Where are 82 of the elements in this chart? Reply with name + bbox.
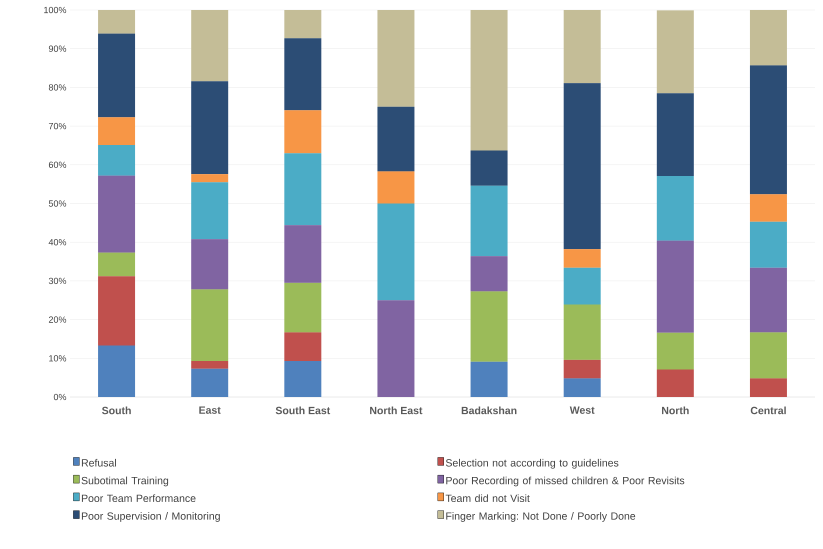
bar — [656, 370, 694, 397]
bar — [750, 65, 787, 194]
legend-label: Poor Supervision / Monitoring — [82, 512, 220, 522]
legend-label: Refusal — [82, 458, 116, 467]
y-tick-label: 100% — [44, 6, 66, 14]
y-tick-label: 70% — [48, 122, 66, 130]
bar — [656, 240, 694, 333]
bar — [470, 291, 508, 362]
bar — [564, 360, 601, 378]
bar — [284, 10, 322, 38]
y-tick-label: 20% — [48, 316, 66, 323]
bar — [191, 182, 228, 240]
x-tick-label: West — [570, 406, 595, 414]
y-tick-label: 80% — [48, 84, 66, 91]
x-tick-label: Badakshan — [462, 406, 516, 414]
bar — [191, 239, 228, 290]
bar — [750, 378, 787, 397]
bar — [750, 10, 787, 66]
bar — [564, 83, 601, 250]
bar — [656, 10, 694, 94]
bar — [470, 362, 508, 397]
bar — [191, 361, 228, 369]
bar — [564, 249, 601, 268]
bar — [750, 268, 787, 332]
bar — [191, 81, 228, 174]
bar — [284, 110, 322, 154]
bar — [377, 171, 414, 204]
legend-label: Selection not according to guidelines — [446, 458, 618, 469]
bar — [284, 282, 322, 332]
y-tick-label: 10% — [49, 355, 66, 362]
bar — [564, 304, 601, 360]
bar — [191, 10, 228, 82]
bar — [564, 378, 601, 397]
bar — [284, 361, 322, 397]
x-tick-label: Central — [750, 406, 786, 414]
bar — [98, 176, 136, 253]
legend-label: Poor Team Performance — [82, 494, 196, 502]
bar — [750, 332, 787, 378]
legend-label: Subotimal Training — [82, 476, 168, 486]
x-tick-label: North — [662, 406, 689, 414]
bar — [98, 346, 136, 397]
bar — [191, 174, 228, 182]
bar — [98, 252, 136, 276]
bar — [470, 256, 508, 292]
x-tick-label: East — [199, 406, 221, 414]
bar — [191, 368, 228, 397]
legend-label: Poor Recording of missed children & Poor Revisits — [446, 476, 684, 486]
bar — [656, 332, 694, 370]
x-tick-label: North East — [370, 406, 422, 414]
bar — [377, 203, 414, 300]
bar — [284, 225, 322, 283]
bar — [750, 194, 787, 222]
bar — [98, 34, 136, 118]
bar — [284, 153, 322, 226]
bar — [564, 268, 601, 305]
bar — [656, 93, 694, 176]
x-tick-label: South — [102, 406, 131, 414]
legend-label: Finger Marking: Not Done / Poorly Done — [446, 512, 636, 522]
bar — [98, 117, 136, 146]
bar — [191, 289, 228, 362]
y-tick-label: 50% — [48, 200, 66, 207]
bar — [470, 10, 508, 150]
bar — [470, 186, 508, 256]
bar — [470, 150, 508, 186]
y-tick-label: 30% — [48, 278, 66, 284]
bar — [284, 332, 322, 362]
y-tick-label: 60% — [48, 162, 66, 168]
bar — [656, 176, 694, 241]
bar — [377, 300, 414, 397]
legend-label: Team did not Visit — [446, 494, 530, 502]
bar — [750, 222, 787, 268]
bar — [564, 10, 601, 84]
bar — [377, 10, 414, 107]
bar — [98, 276, 136, 346]
bar — [98, 145, 136, 176]
bar — [98, 10, 136, 34]
y-tick-label: 0% — [54, 394, 66, 400]
bar — [284, 38, 322, 110]
x-tick-label: South East — [276, 406, 330, 414]
y-tick-label: 90% — [48, 46, 66, 52]
bar — [377, 106, 414, 172]
y-tick-label: 40% — [48, 239, 66, 246]
